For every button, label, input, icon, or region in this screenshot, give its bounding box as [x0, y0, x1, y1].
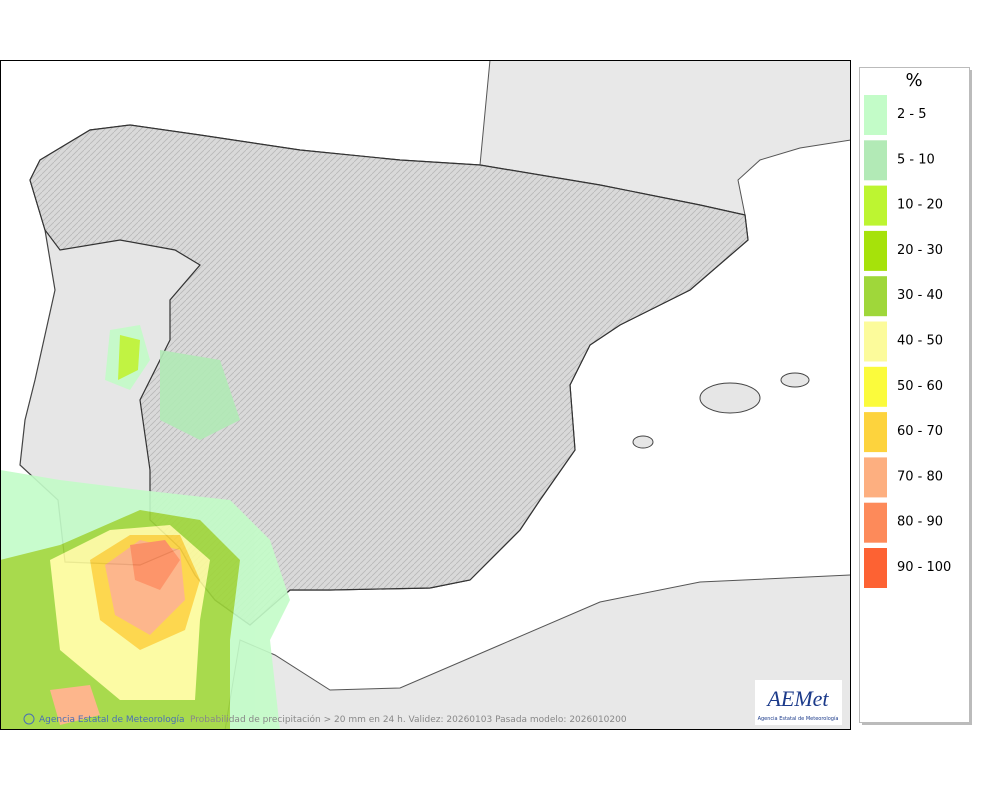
balearic-islands	[632, 372, 810, 449]
legend-swatch	[864, 502, 887, 543]
legend-label: 40 - 50	[897, 334, 943, 349]
credit: Agencia Estatal de Meteorología Probabil…	[23, 713, 627, 725]
precipitation-field	[1, 325, 290, 729]
legend-swatch	[864, 230, 887, 271]
legend-title: %	[905, 70, 922, 91]
legend-swatch	[864, 276, 887, 317]
credit-text: Agencia Estatal de Meteorología	[39, 715, 185, 725]
logo-subtitle: Agencia Estatal de Meteorología	[758, 715, 839, 722]
legend-swatch	[864, 412, 887, 453]
legend-label: 60 - 70	[897, 424, 943, 439]
map	[1, 61, 850, 729]
legend-label: 5 - 10	[897, 152, 935, 167]
map-frame	[0, 60, 851, 730]
legend-label: 30 - 40	[897, 288, 943, 303]
legend-swatch	[864, 185, 887, 226]
legend: % 2 - 5 5 - 10 10 - 20 20 - 30 30 - 40 40 - 5…	[859, 67, 972, 725]
logo-box	[755, 680, 842, 725]
legend-swatch	[864, 366, 887, 407]
legend-swatch	[864, 457, 887, 498]
legend-swatch	[864, 321, 887, 362]
logo-name: AEMet	[765, 686, 829, 711]
legend-label: 90 - 100	[897, 560, 951, 575]
legend-label: 70 - 80	[897, 469, 943, 484]
legend-label: 10 - 20	[897, 198, 943, 213]
legend-label: 2 - 5	[897, 107, 927, 122]
logo: AEMet Agencia Estatal de Meteorología	[755, 680, 842, 725]
caption: Probabilidad de precipitación > 20 mm en…	[190, 714, 627, 725]
legend-swatch	[864, 140, 887, 181]
legend-label: 50 - 60	[897, 379, 943, 394]
legend-label: 80 - 90	[897, 515, 943, 530]
legend-swatch	[864, 95, 887, 135]
legend-label: 20 - 30	[897, 243, 943, 258]
copyright-icon	[23, 713, 35, 725]
legend-swatch	[864, 548, 887, 588]
